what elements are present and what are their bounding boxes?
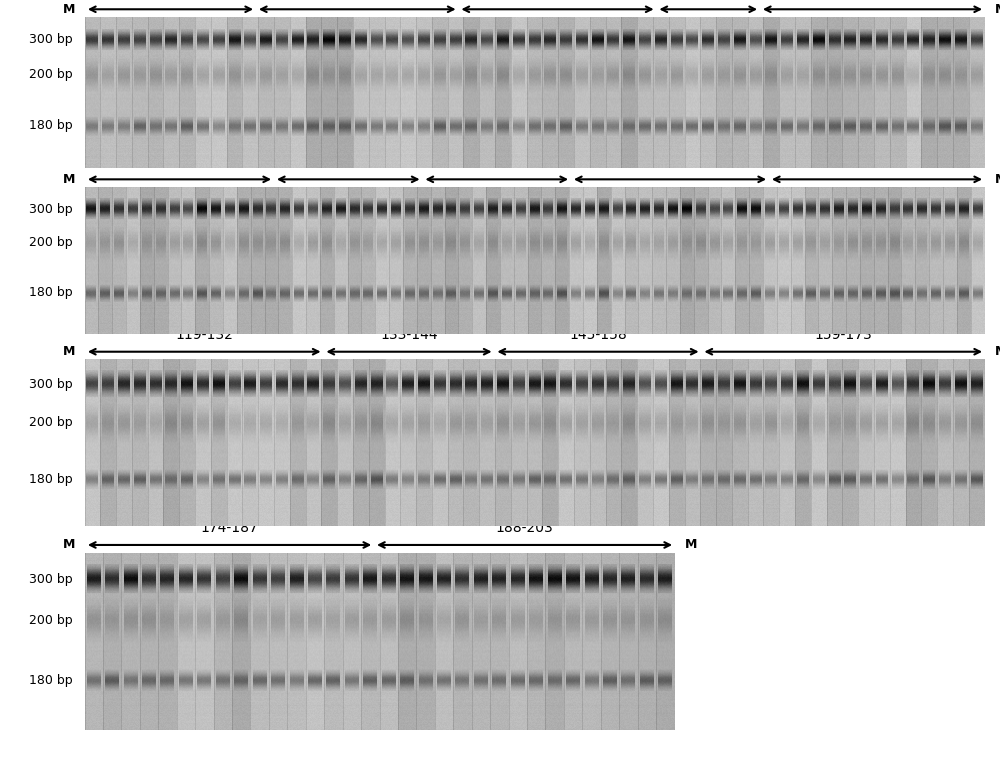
Text: 159-173: 159-173 [814, 328, 872, 342]
Text: 180 bp: 180 bp [29, 286, 73, 299]
Text: 180 bp: 180 bp [29, 674, 73, 687]
Text: 300 bp: 300 bp [29, 378, 73, 391]
Text: 188-203: 188-203 [496, 521, 553, 535]
Text: YN: YN [415, 565, 433, 575]
Text: LA: LA [472, 28, 488, 38]
Text: 70-79: 70-79 [328, 155, 368, 169]
Text: WZ: WZ [845, 197, 866, 207]
Text: 300 bp: 300 bp [29, 573, 73, 586]
Text: 300 bp: 300 bp [29, 33, 73, 46]
Text: 180 bp: 180 bp [29, 472, 73, 485]
Text: 133-144: 133-144 [380, 328, 438, 342]
Text: M: M [995, 346, 1000, 358]
Text: 200 bp: 200 bp [29, 68, 73, 81]
Text: M: M [995, 173, 1000, 186]
Text: 80-91: 80-91 [477, 155, 517, 169]
Text: NH: NH [283, 197, 302, 207]
Text: 145-158: 145-158 [569, 328, 627, 342]
Text: LH: LH [432, 197, 448, 207]
Text: 92-106: 92-106 [646, 155, 694, 169]
Text: PJ: PJ [90, 197, 102, 207]
Text: XS: XS [270, 28, 286, 38]
Text: XJ: XJ [97, 565, 109, 575]
Text: DQ: DQ [667, 28, 686, 38]
Text: NJZ: NJZ [90, 371, 111, 381]
Text: 56-69: 56-69 [159, 155, 200, 169]
Text: 180 bp: 180 bp [29, 119, 73, 132]
Text: TZ: TZ [580, 197, 596, 207]
Text: M: M [63, 173, 75, 186]
Text: JJ: JJ [504, 371, 512, 381]
Text: 107-118: 107-118 [848, 155, 906, 169]
Text: YW: YW [769, 28, 789, 38]
Text: M: M [685, 539, 697, 551]
Text: 174-187: 174-187 [201, 521, 258, 535]
Text: 119-132: 119-132 [175, 328, 233, 342]
Text: M: M [63, 3, 75, 15]
Text: HG: HG [756, 371, 774, 381]
Text: M: M [995, 3, 1000, 15]
Text: 200 bp: 200 bp [29, 237, 73, 250]
Text: 300 bp: 300 bp [29, 203, 73, 216]
Text: 200 bp: 200 bp [29, 614, 73, 627]
Text: M: M [63, 346, 75, 358]
Text: NJX: NJX [332, 371, 354, 381]
Text: 200 bp: 200 bp [29, 416, 73, 429]
Text: HZ: HZ [90, 28, 107, 38]
Text: M: M [63, 539, 75, 551]
